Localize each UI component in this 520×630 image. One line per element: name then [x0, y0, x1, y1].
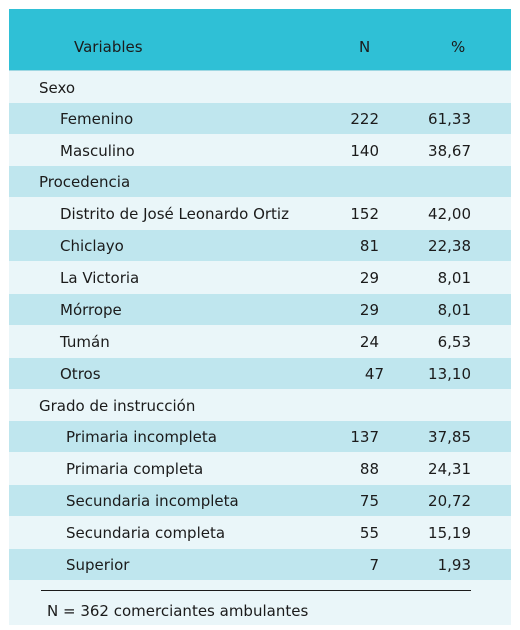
table-row: Primaria incompleta 137 37,85 [9, 421, 511, 452]
row-n: 88 [359, 460, 379, 478]
row-n: 24 [359, 333, 379, 351]
section-row-procedencia: Procedencia [9, 166, 511, 197]
data-table: Variables N % Sexo Femenino 222 61,33 Ma… [9, 9, 511, 625]
table-row: Primaria completa 88 24,31 [9, 453, 511, 484]
table-row: Femenino 222 61,33 [9, 103, 511, 134]
header-divider [9, 70, 511, 71]
row-label: Chiclayo [60, 237, 124, 255]
table-row: Secundaria incompleta 75 20,72 [9, 485, 511, 516]
row-percent: 1,93 [437, 556, 471, 574]
row-label: Primaria incompleta [66, 428, 217, 446]
row-percent: 24,31 [428, 460, 471, 478]
row-label: Primaria completa [66, 460, 204, 478]
footer-note: N = 362 comerciantes ambulantes [47, 602, 309, 620]
table-row: Tumán 24 6,53 [9, 326, 511, 357]
section-label: Grado de instrucción [39, 397, 196, 415]
section-row-sexo: Sexo [9, 72, 511, 103]
table-row: Mórrope 29 8,01 [9, 294, 511, 325]
row-n: 152 [350, 205, 379, 223]
row-percent: 38,67 [428, 142, 471, 160]
table-row: Chiclayo 81 22,38 [9, 230, 511, 261]
table-row: La Victoria 29 8,01 [9, 262, 511, 293]
row-percent: 22,38 [428, 237, 471, 255]
row-label: Superior [66, 556, 130, 574]
row-n: 47 [364, 365, 384, 383]
row-n: 81 [359, 237, 379, 255]
row-label: La Victoria [60, 269, 140, 287]
header-percent: % [451, 38, 466, 56]
row-percent: 13,10 [428, 365, 471, 383]
row-label: Masculino [60, 142, 135, 160]
row-n: 7 [369, 556, 379, 574]
row-percent: 15,19 [428, 524, 471, 542]
row-n: 140 [350, 142, 379, 160]
table-row: Otros 47 13,10 [9, 358, 511, 389]
section-label: Procedencia [39, 173, 131, 191]
header-n: N [359, 38, 371, 56]
footer-divider [41, 590, 471, 591]
row-label: Mórrope [60, 301, 122, 319]
row-n: 29 [359, 301, 379, 319]
row-percent: 8,01 [437, 301, 471, 319]
row-label: Tumán [60, 333, 110, 351]
row-label: Secundaria incompleta [66, 492, 239, 510]
row-label: Otros [60, 365, 101, 383]
table-row: Masculino 140 38,67 [9, 135, 511, 166]
row-percent: 42,00 [428, 205, 471, 223]
row-percent: 20,72 [428, 492, 471, 510]
table-header: Variables N % [9, 9, 511, 70]
row-n: 222 [350, 110, 379, 128]
row-label: Distrito de José Leonardo Ortiz [60, 205, 289, 223]
row-percent: 37,85 [428, 428, 471, 446]
table-row: Secundaria completa 55 15,19 [9, 517, 511, 548]
table-row: Distrito de José Leonardo Ortiz 152 42,0… [9, 198, 511, 229]
section-label: Sexo [39, 79, 76, 97]
section-row-grado-de-instruccion: Grado de instrucción [9, 390, 511, 421]
row-label: Secundaria completa [66, 524, 226, 542]
row-percent: 61,33 [428, 110, 471, 128]
row-n: 75 [359, 492, 379, 510]
row-label: Femenino [60, 110, 134, 128]
row-n: 29 [359, 269, 379, 287]
header-variables: Variables [74, 38, 143, 56]
row-percent: 8,01 [437, 269, 471, 287]
row-n: 55 [359, 524, 379, 542]
row-n: 137 [350, 428, 379, 446]
row-percent: 6,53 [437, 333, 471, 351]
table-row: Superior 7 1,93 [9, 549, 511, 580]
